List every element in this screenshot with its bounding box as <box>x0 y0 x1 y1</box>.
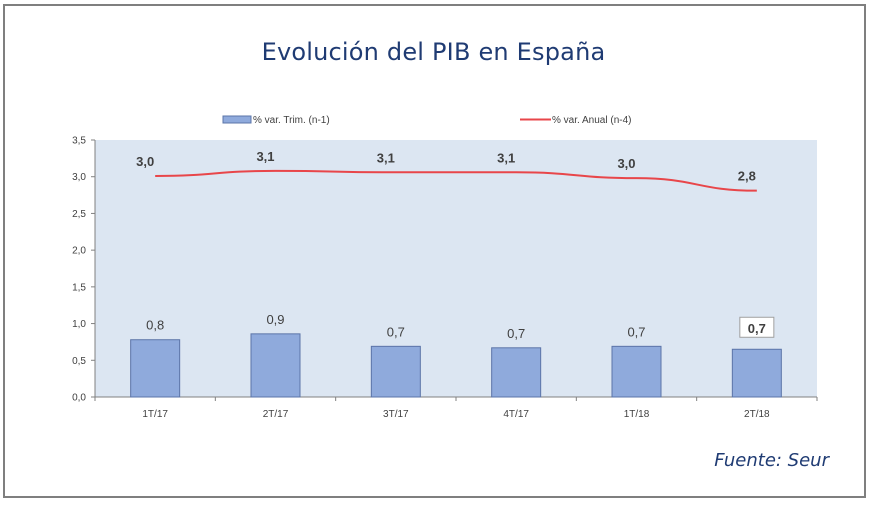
legend-bar-swatch <box>222 115 252 124</box>
line-data-label: 3,1 <box>377 150 395 165</box>
line-data-label: 3,1 <box>497 150 515 165</box>
x-tick-label: 1T/17 <box>142 409 168 420</box>
y-tick-label: 2,0 <box>72 246 86 257</box>
bar <box>731 348 782 398</box>
bar <box>611 345 662 398</box>
bar <box>370 345 421 398</box>
highlighted-label-box <box>739 316 775 338</box>
bar-data-label: 0,8 <box>146 318 164 333</box>
plot-area <box>95 140 817 397</box>
y-tick-label: 3,5 <box>72 136 86 147</box>
line-data-label: 3,0 <box>136 154 154 169</box>
x-tick-label: 1T/18 <box>624 409 650 420</box>
legend-line-label: % var. Anual (n-4) <box>552 115 631 126</box>
x-tick-label: 2T/18 <box>744 409 770 420</box>
line-data-label: 3,1 <box>256 149 274 164</box>
line-data-label: 2,8 <box>738 169 756 184</box>
bar <box>250 333 301 398</box>
y-tick-label: 2,5 <box>72 209 86 220</box>
bar-data-label: 0,7 <box>748 321 766 336</box>
bar-data-label: 0,9 <box>266 312 284 327</box>
bar-data-label: 0,7 <box>627 324 645 339</box>
chart-source: Fuente: Seur <box>714 450 829 471</box>
y-tick-label: 0,0 <box>72 393 86 404</box>
y-tick-label: 1,0 <box>72 319 86 330</box>
y-tick-label: 0,5 <box>72 356 86 367</box>
line-data-label: 3,0 <box>617 156 635 171</box>
bar <box>130 339 181 398</box>
x-tick-label: 4T/17 <box>503 409 529 420</box>
bar-data-label: 0,7 <box>507 326 525 341</box>
legend-bar-label: % var. Trim. (n-1) <box>253 115 330 126</box>
bar-data-label: 0,7 <box>387 324 405 339</box>
bar <box>491 347 542 398</box>
chart-title: Evolución del PIB en España <box>261 38 606 66</box>
x-tick-label: 2T/17 <box>263 409 289 420</box>
y-tick-label: 1,5 <box>72 282 86 293</box>
line-series <box>155 169 757 192</box>
y-tick-label: 3,0 <box>72 172 86 183</box>
x-tick-label: 3T/17 <box>383 409 409 420</box>
